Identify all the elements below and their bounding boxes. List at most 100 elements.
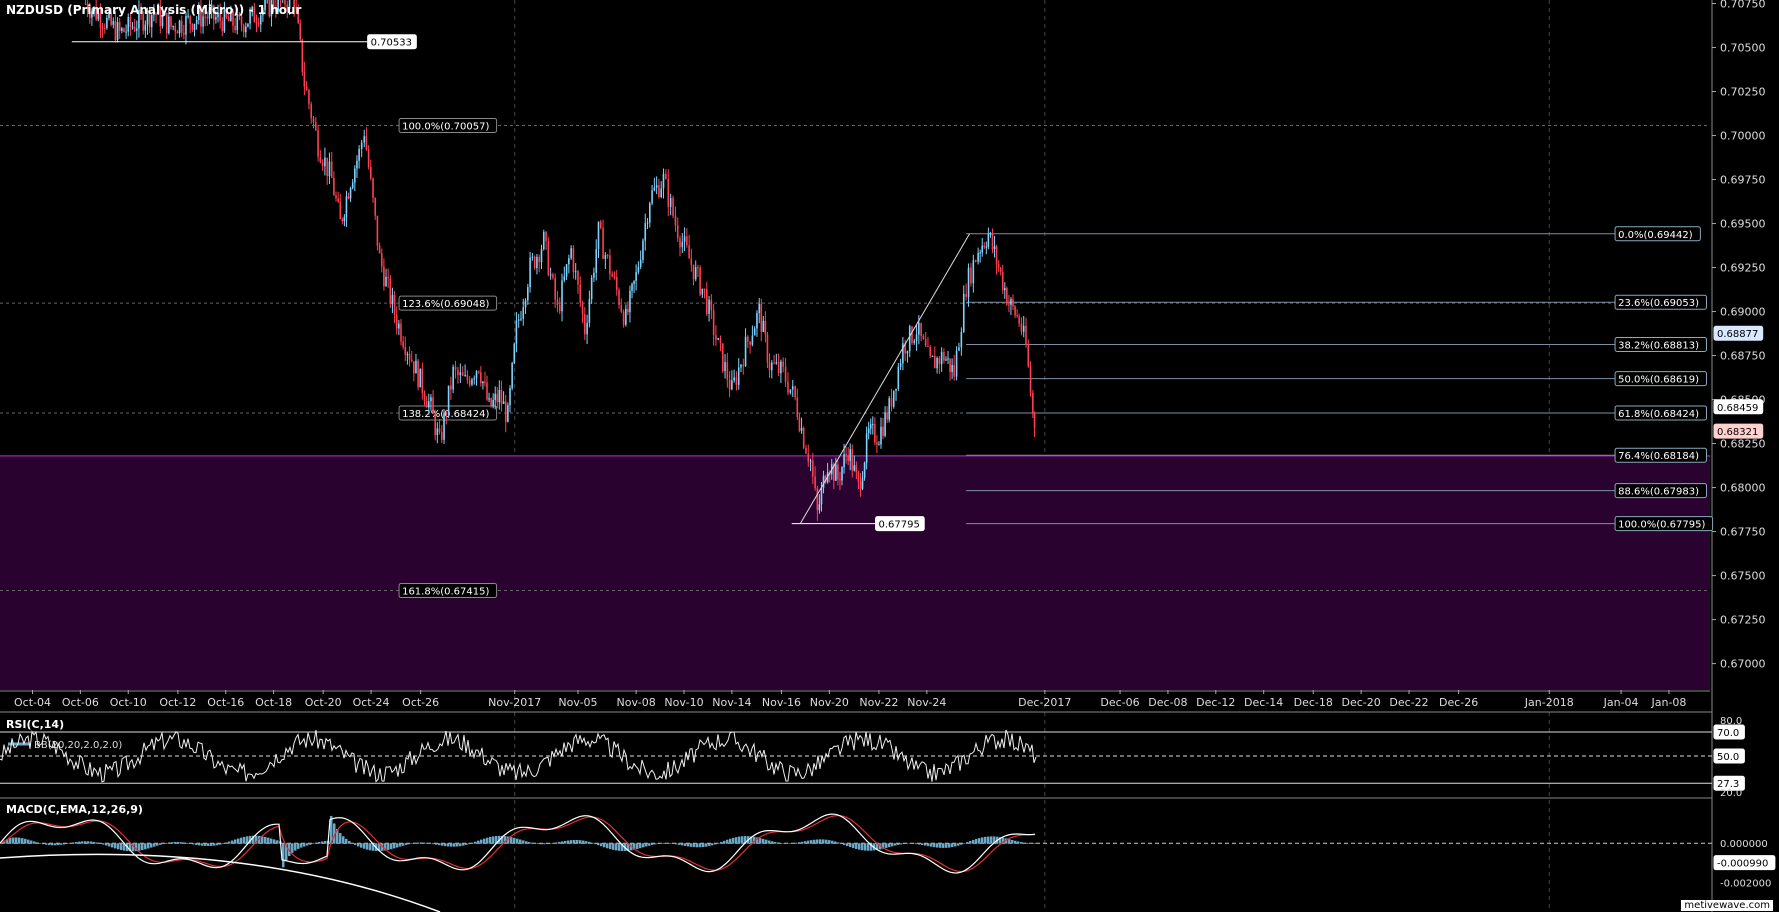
candle-body bbox=[556, 299, 559, 306]
candle-body bbox=[892, 390, 895, 407]
candle-body bbox=[820, 487, 823, 505]
macd-hist-bar bbox=[36, 842, 39, 844]
candle-body bbox=[809, 460, 812, 462]
candle-body bbox=[138, 10, 140, 29]
macd-hist-bar bbox=[789, 843, 792, 844]
macd-hist-bar bbox=[480, 839, 483, 844]
macd-hist-bar bbox=[1002, 837, 1005, 844]
macd-hist-bar bbox=[834, 841, 837, 844]
macd-hist-bar bbox=[822, 839, 825, 844]
candle-body bbox=[504, 401, 507, 422]
macd-hist-bar bbox=[780, 842, 783, 844]
candle-body bbox=[385, 276, 387, 287]
macd-hist-bar bbox=[525, 841, 528, 844]
macd-hist-bar bbox=[1032, 843, 1035, 844]
candle-body bbox=[865, 433, 868, 463]
x-tick-label: Dec-08 bbox=[1148, 696, 1187, 709]
macd-hist-bar bbox=[207, 843, 210, 847]
macd-hist-bar bbox=[942, 843, 945, 848]
rsi-level-label-box bbox=[1713, 748, 1745, 764]
macd-hist-bar bbox=[429, 843, 432, 844]
macd-hist-bar bbox=[933, 843, 936, 848]
macd-hist-bar bbox=[120, 843, 123, 851]
candle-body bbox=[906, 351, 909, 354]
candle-body bbox=[688, 245, 690, 259]
x-tick-label: Dec-18 bbox=[1294, 696, 1333, 709]
macd-hist-bar bbox=[102, 843, 105, 845]
candle-body bbox=[686, 236, 688, 246]
candle-body bbox=[962, 293, 965, 332]
candle-body bbox=[991, 233, 994, 250]
macd-hist-bar bbox=[240, 837, 243, 844]
candle-body bbox=[798, 417, 801, 431]
macd-hist-bar bbox=[540, 843, 543, 845]
macd-hist-bar bbox=[390, 843, 393, 850]
candle-body bbox=[511, 362, 513, 389]
candle-body bbox=[876, 442, 878, 445]
candle-body bbox=[584, 314, 586, 335]
candle-body bbox=[855, 465, 858, 473]
y-tick-label: 0.69250 bbox=[1720, 262, 1766, 275]
macd-hist-bar bbox=[777, 842, 780, 844]
macd-hist-bar bbox=[225, 842, 228, 844]
candle-body bbox=[545, 231, 547, 242]
macd-hist-bar bbox=[987, 836, 990, 844]
candle-body bbox=[762, 320, 765, 332]
candle-body bbox=[419, 368, 422, 388]
y-tick-label: 0.70500 bbox=[1720, 42, 1766, 55]
candle-body bbox=[667, 179, 670, 207]
macd-hist-bar bbox=[669, 843, 672, 844]
fib-ret-label-box bbox=[1614, 226, 1701, 242]
macd-hist-bar bbox=[765, 839, 768, 844]
candle-body bbox=[918, 323, 920, 335]
macd-hist-bar bbox=[216, 843, 219, 846]
candle-body bbox=[631, 283, 633, 291]
candle-body bbox=[773, 362, 775, 364]
x-tick-label: Nov-2017 bbox=[488, 696, 541, 709]
macd-hist-bar bbox=[891, 843, 894, 847]
candle-body bbox=[249, 12, 251, 24]
candle-body bbox=[93, 7, 95, 12]
macd-hist-bar bbox=[60, 843, 63, 845]
candle-body bbox=[683, 236, 686, 242]
candle-body bbox=[146, 10, 149, 25]
candle-body bbox=[402, 341, 404, 347]
fib-ext-label-box bbox=[398, 118, 498, 134]
macd-hist-bar bbox=[144, 843, 147, 850]
macd-hist-bar bbox=[66, 843, 69, 844]
candle-body bbox=[832, 464, 835, 481]
macd-hist-bar bbox=[168, 842, 171, 844]
candle-body bbox=[356, 160, 358, 169]
candle-body bbox=[215, 17, 217, 20]
candle-body bbox=[649, 203, 651, 223]
x-tick-label: Oct-20 bbox=[305, 696, 342, 709]
candle-body bbox=[676, 225, 679, 239]
macd-hist-bar bbox=[969, 840, 972, 844]
candle-body bbox=[538, 256, 541, 263]
macd-hist-bar bbox=[774, 842, 777, 844]
macd-hist-bar bbox=[342, 836, 345, 844]
candle-body bbox=[775, 362, 778, 364]
candle-body bbox=[136, 28, 138, 31]
candle-body bbox=[112, 21, 115, 25]
macd-hist-bar bbox=[582, 840, 585, 844]
candle-body bbox=[953, 365, 955, 377]
macd-hist-bar bbox=[495, 836, 498, 844]
macd-hist-bar bbox=[642, 843, 645, 848]
macd-hist-bar bbox=[315, 842, 318, 844]
macd-hist-bar bbox=[870, 843, 873, 851]
macd-hist-bar bbox=[633, 843, 636, 850]
macd-hist-bar bbox=[855, 843, 858, 849]
macd-hist-bar bbox=[753, 836, 756, 844]
support-zone bbox=[0, 455, 1710, 690]
candle-body bbox=[223, 8, 226, 32]
macd-hist-bar bbox=[72, 842, 75, 844]
rsi-level-label: 27.3 bbox=[1717, 779, 1739, 790]
candle-body bbox=[170, 16, 172, 27]
candle-body bbox=[651, 190, 653, 204]
macd-hist-bar bbox=[405, 843, 408, 845]
macd-hist-bar bbox=[615, 843, 618, 851]
macd-hist-bar bbox=[396, 843, 399, 848]
macd-value-label: -0.000990 bbox=[1717, 859, 1768, 870]
candle-body bbox=[902, 343, 904, 364]
